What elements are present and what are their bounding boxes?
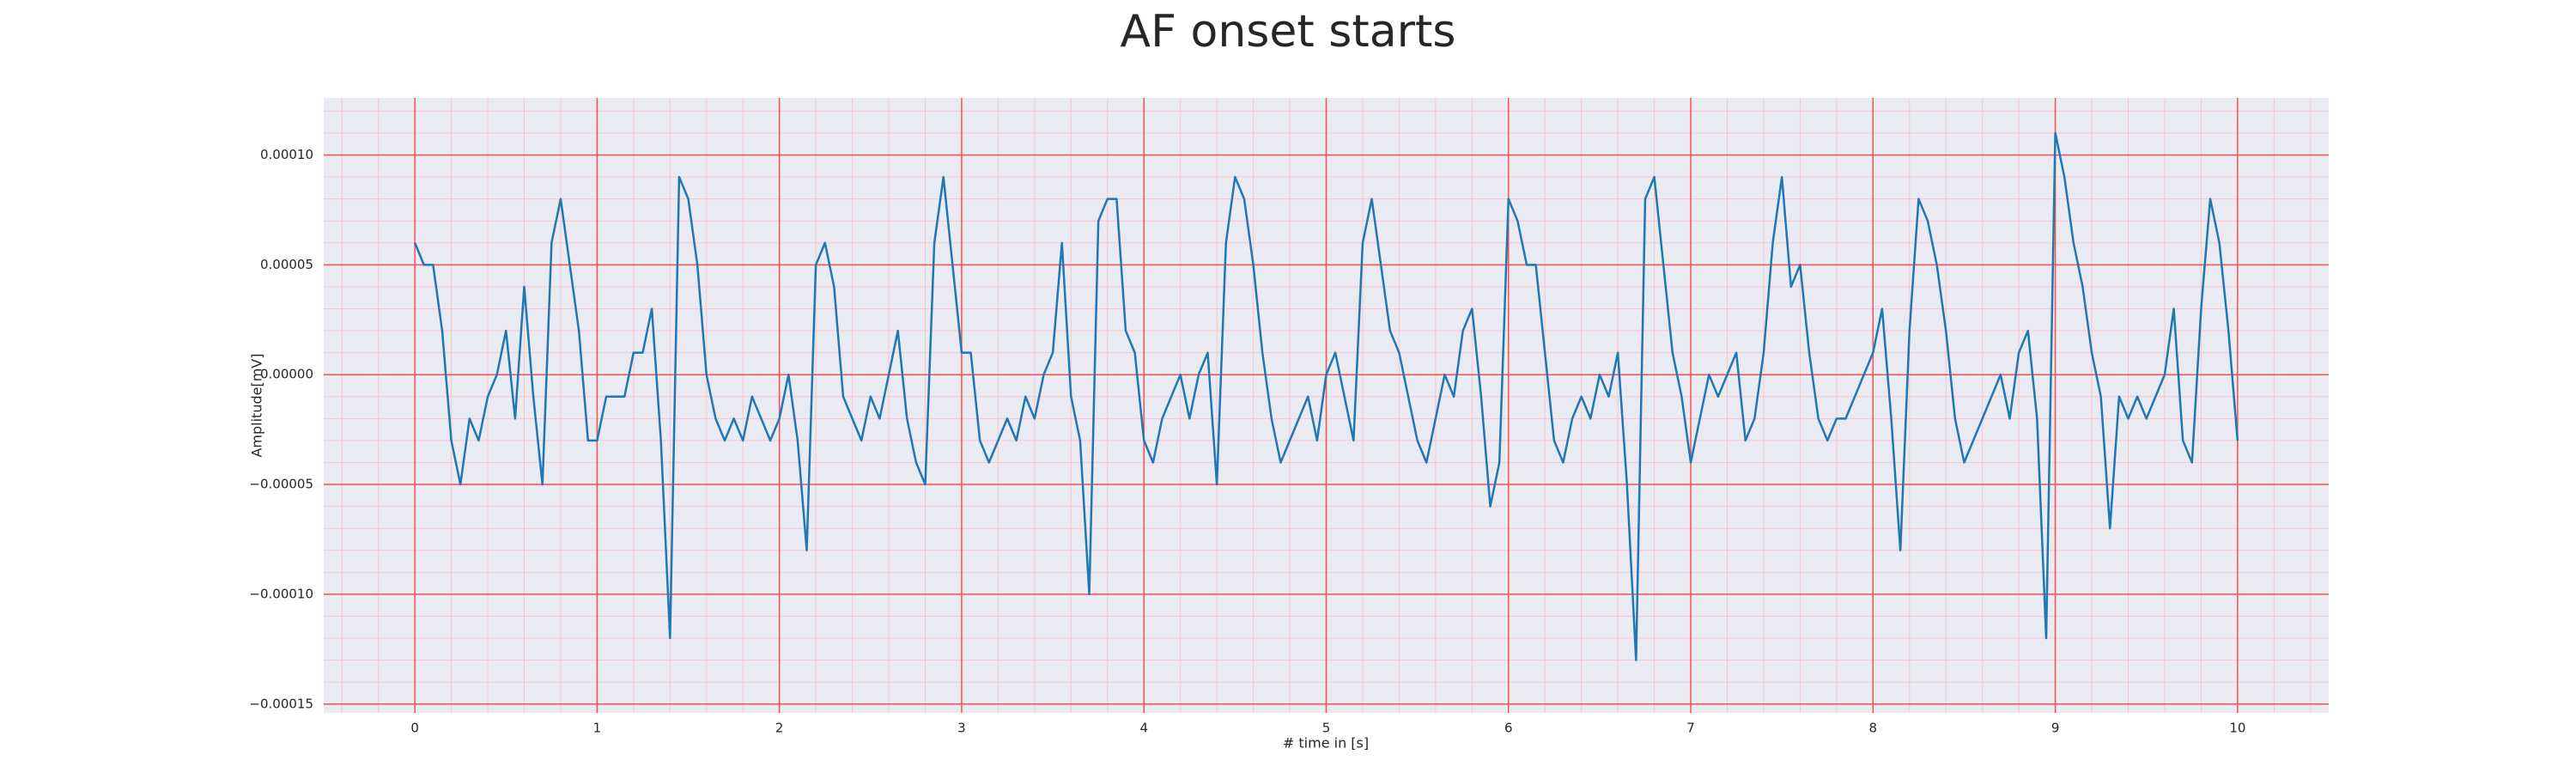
- x-tick-label: 9: [2051, 721, 2060, 736]
- x-tick-label: 3: [957, 721, 966, 736]
- y-tick-label: −0.00010: [249, 586, 313, 601]
- y-axis-label: Amplitude[mV]: [249, 353, 265, 457]
- x-tick-label: 5: [1322, 721, 1331, 736]
- x-tick-label: 2: [775, 721, 784, 736]
- x-tick-label: 6: [1504, 721, 1513, 736]
- y-tick-label: 0.00010: [260, 147, 313, 162]
- x-axis-label: # time in [s]: [1283, 735, 1369, 752]
- x-tick-label: 8: [1869, 721, 1878, 736]
- x-tick-label: 0: [410, 721, 419, 736]
- chart-title: AF onset starts: [1121, 6, 1456, 58]
- y-tick-label: −0.00005: [249, 477, 313, 492]
- y-tick-label: 0.00005: [260, 257, 313, 272]
- x-tick-label: 4: [1139, 721, 1148, 736]
- x-tick-label: 1: [593, 721, 602, 736]
- x-tick-label: 10: [2229, 721, 2245, 736]
- y-tick-label: 0.00000: [260, 367, 313, 382]
- x-tick-label: 7: [1686, 721, 1695, 736]
- signal-line: [413, 131, 2239, 661]
- y-tick-label: −0.00015: [249, 696, 313, 711]
